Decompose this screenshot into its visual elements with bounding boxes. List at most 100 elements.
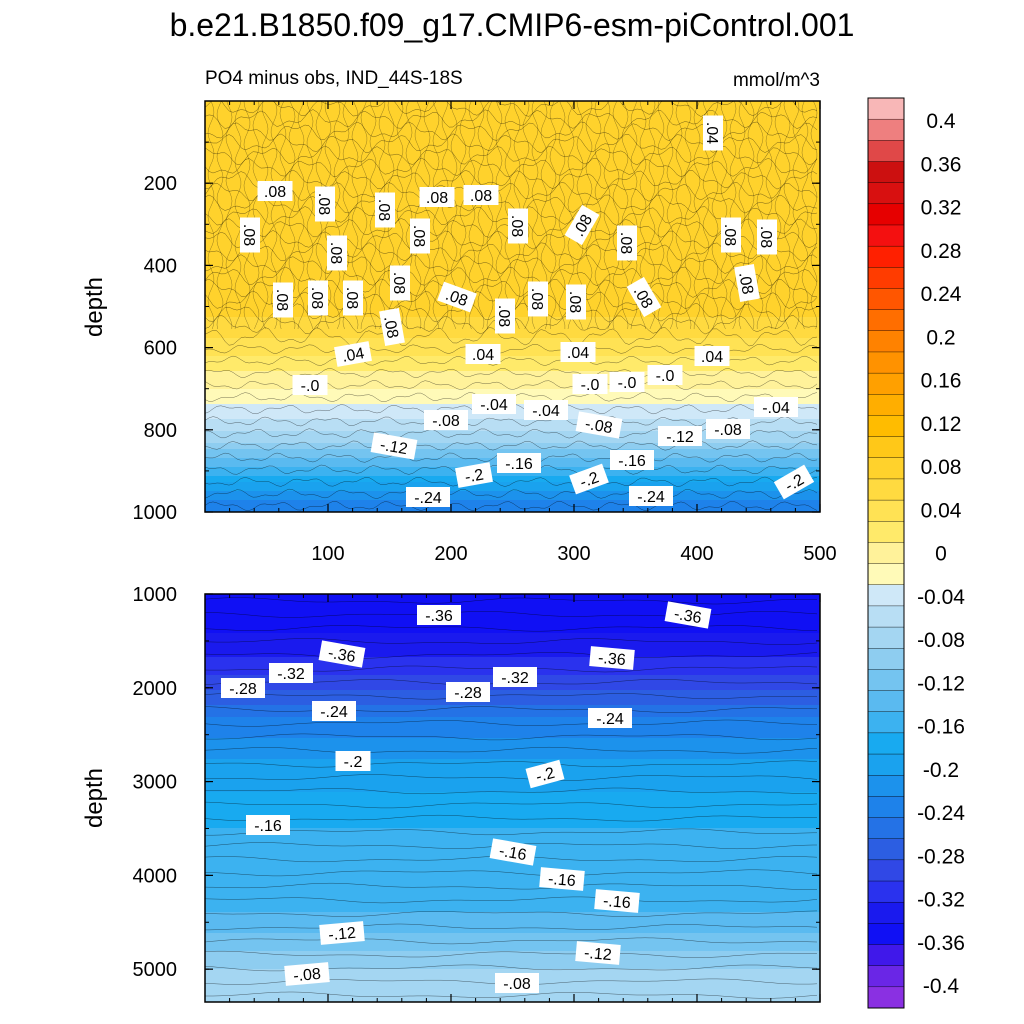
contour-band [205,597,820,601]
contour-label-text: .04 [567,345,589,362]
contour-line [205,368,818,378]
contour-label-box [221,678,265,698]
contour-label-text: .08 [426,190,448,207]
contour-band [205,720,820,724]
colorbar-boxes [867,97,905,1009]
contour-label-text: -.16 [547,871,576,890]
colorbar-box [867,436,905,459]
contour-band [205,696,820,700]
contour-band [205,711,820,715]
contour-band [205,651,820,655]
contour-band [205,359,820,363]
contour-band [205,942,820,946]
contour-label: -.36 [589,646,635,670]
contour-line [414,101,422,330]
contour-line [205,611,818,618]
contour-band [205,900,820,904]
contour-label-box [564,204,600,246]
contour-line [720,101,728,330]
colorbar-box [867,986,905,1009]
colorbar-box [867,859,905,882]
contour-label-box [495,298,515,334]
contour-band [205,140,820,144]
contour-label: .08 [437,281,477,313]
contour-band [205,729,820,733]
contour-label-box [497,453,541,473]
contour-line [205,157,818,178]
contour-line [477,101,485,330]
contour-label-text: -.0 [656,368,675,385]
contour-band [205,296,820,300]
contour-band [205,158,820,162]
contour-label: -.08 [424,410,468,430]
contour-band [205,251,820,255]
contour-line [205,182,818,202]
contour-line [205,991,818,999]
upper-contour-lines [205,101,818,511]
contour-line [684,101,692,330]
contour-label-text: -.0 [581,377,600,394]
contour-band [205,131,820,135]
contour-line [765,101,773,330]
contour-band [205,663,820,667]
contour-band [205,606,820,610]
contour-band [205,365,820,369]
contour-label-text: .04 [701,349,723,366]
contour-band [205,633,820,637]
upper-contour-labels: .04 .08 .08 .08 .08 .08 .08 .08 .08 .08 .08 .08 .08.… [240,115,815,507]
contour-band [205,960,820,964]
contour-band [205,762,820,766]
contour-label-text: .08 [327,242,344,264]
contour-band [205,765,820,769]
contour-band [205,125,820,129]
colorbar-box [867,542,905,565]
colorbar-box [867,669,905,692]
contour-band [205,485,820,489]
contour-line [205,145,818,166]
contour-band [205,449,820,453]
contour-band [205,509,820,512]
contour-band [205,969,820,973]
contour-line [432,101,440,330]
contour-label-box [566,284,586,320]
contour-label-text: -.2 [534,765,557,786]
colorbar-box [867,245,905,268]
colorbar-box [867,309,905,332]
contour-band [205,738,820,742]
contour-label-box [757,219,777,255]
contour-band [205,506,820,510]
colorbar-label: 0.32 [921,197,962,220]
contour-band [205,618,820,622]
contour-label: -.12 [575,941,621,965]
contour-band [205,503,820,507]
contour-label: -.08 [495,973,539,993]
contour-label-text: -.36 [327,645,357,667]
contour-label-text: -.08 [503,976,531,993]
contour-label-box [446,682,490,702]
contour-band [205,416,820,420]
contour-line [205,814,818,822]
contour-band [205,621,820,625]
contour-line [225,101,233,330]
contour-label-text: -.08 [714,422,742,439]
x-tick-label: 500 [803,543,836,565]
contour-band [205,248,820,252]
contour-label: -.36 [318,640,366,668]
contour-label-box [406,487,450,507]
contour-band [205,867,820,871]
colorbar-box [867,690,905,713]
contour-band [205,161,820,165]
contour-band [205,500,820,504]
contour-band [205,269,820,273]
contour-band [205,473,820,477]
contour-band [205,834,820,838]
contour-line [594,101,602,330]
colorbar-label: 0.4 [926,110,956,133]
colorbar-box [867,648,905,670]
contour-label: -.16 [246,815,290,835]
contour-band [205,879,820,883]
contour-band [205,428,820,432]
contour-band [205,993,820,997]
contour-label: -.04 [754,397,798,417]
contour-label-text: .08 [528,288,545,310]
